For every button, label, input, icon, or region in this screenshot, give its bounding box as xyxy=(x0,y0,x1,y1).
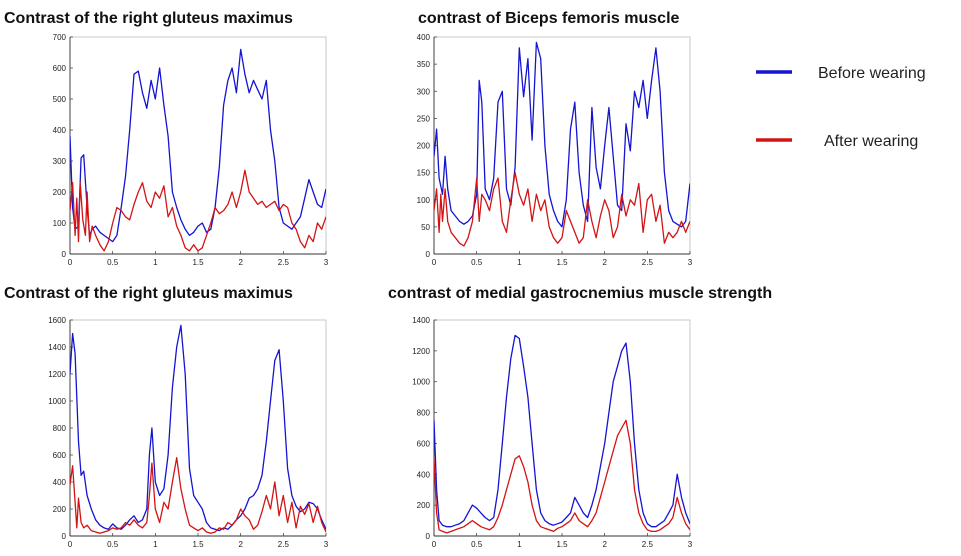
y-tick-label: 200 xyxy=(417,142,431,151)
x-tick-label: 2.5 xyxy=(642,540,654,549)
y-tick-label: 0 xyxy=(62,532,67,541)
chart-panel-3: 0 200 400 600 800 1000 1200 1400 1600 0 0.5 1 1.5 2 2.… xyxy=(48,316,329,549)
x-tick-label: 0 xyxy=(68,540,73,549)
x-tick-label: 1.5 xyxy=(192,258,204,267)
legend-before-label: Before wearing xyxy=(818,65,926,82)
y-tick-label: 600 xyxy=(53,451,67,460)
x-tick-label: 3 xyxy=(324,258,329,267)
chart-panel-2: 0 50 100 150 200 250 300 350 400 0 0.5 1 1.5 2 2.5 3 xyxy=(417,33,693,267)
x-tick-label: 1 xyxy=(153,540,158,549)
x-tick-label: 0 xyxy=(68,258,73,267)
y-tick-label: 150 xyxy=(417,169,431,178)
x-tick-label: 1.5 xyxy=(192,540,204,549)
x-tick-label: 0.5 xyxy=(107,540,119,549)
plot-frame xyxy=(69,36,327,255)
series-after-wearing-line xyxy=(434,419,690,534)
x-tick-label: 2.5 xyxy=(278,540,290,549)
series-before-wearing-line xyxy=(434,41,690,228)
x-tick-label: 1.5 xyxy=(556,540,568,549)
y-tick-label: 1600 xyxy=(48,316,66,325)
series-before-wearing-line xyxy=(434,334,690,528)
y-tick-label: 200 xyxy=(417,501,431,510)
y-tick-label: 1400 xyxy=(48,343,66,352)
y-tick-label: 800 xyxy=(417,409,431,418)
series-after-wearing-line xyxy=(70,457,326,534)
x-tick-label: 3 xyxy=(324,540,329,549)
panel-1-title: Contrast of the right gluteus maximus xyxy=(4,10,293,27)
y-tick-label: 350 xyxy=(417,60,431,69)
x-tick-label: 1 xyxy=(153,258,158,267)
y-tick-label: 50 xyxy=(421,223,430,232)
plot-frame xyxy=(69,319,327,537)
panel-4-title: contrast of medial gastrocnemius muscle … xyxy=(388,285,772,302)
y-tick-label: 400 xyxy=(417,470,431,479)
y-tick-label: 0 xyxy=(426,250,431,259)
y-tick-label: 300 xyxy=(53,157,67,166)
x-tick-label: 0 xyxy=(432,258,437,267)
series-after-wearing-line xyxy=(434,171,690,247)
y-tick-label: 700 xyxy=(53,33,67,42)
x-tick-label: 0.5 xyxy=(107,258,119,267)
y-tick-label: 0 xyxy=(62,250,67,259)
y-tick-label: 100 xyxy=(53,219,67,228)
legend-after-label: After wearing xyxy=(824,133,918,150)
y-tick-label: 400 xyxy=(417,33,431,42)
x-tick-label: 2.5 xyxy=(642,258,654,267)
x-tick-label: 3 xyxy=(688,540,693,549)
series-before-wearing-line xyxy=(70,48,326,243)
x-tick-label: 3 xyxy=(688,258,693,267)
panel-2-title: contrast of Biceps femoris muscle xyxy=(418,10,680,27)
y-tick-label: 1000 xyxy=(412,378,430,387)
chart-panel-4: 0 200 400 600 800 1000 1200 1400 0 0.5 1 1.5 2 2.5 3 xyxy=(412,316,693,549)
y-tick-label: 1400 xyxy=(412,316,430,325)
plot-frame xyxy=(433,319,691,537)
y-tick-label: 1200 xyxy=(48,370,66,379)
y-tick-label: 250 xyxy=(417,114,431,123)
series-after-wearing-line xyxy=(70,169,326,252)
x-tick-label: 2 xyxy=(602,540,607,549)
y-tick-label: 800 xyxy=(53,424,67,433)
y-tick-label: 600 xyxy=(53,64,67,73)
y-tick-label: 0 xyxy=(426,532,431,541)
x-tick-label: 2 xyxy=(238,258,243,267)
x-tick-label: 1.5 xyxy=(556,258,568,267)
x-tick-label: 2 xyxy=(602,258,607,267)
plot-frame xyxy=(433,36,691,255)
y-tick-label: 300 xyxy=(417,87,431,96)
x-tick-label: 2 xyxy=(238,540,243,549)
y-tick-label: 200 xyxy=(53,188,67,197)
x-tick-label: 0.5 xyxy=(471,258,483,267)
x-tick-label: 1 xyxy=(517,258,522,267)
chart-panel-1: 0 100 200 300 400 500 600 700 0 0.5 1 1.5 2 2.5 3 xyxy=(53,33,329,267)
y-tick-label: 600 xyxy=(417,439,431,448)
y-tick-label: 400 xyxy=(53,126,67,135)
panel-3-title: Contrast of the right gluteus maximus xyxy=(4,285,293,302)
y-tick-label: 200 xyxy=(53,505,67,514)
y-tick-label: 400 xyxy=(53,478,67,487)
legend: Before wearing After wearing xyxy=(756,65,926,150)
y-tick-label: 100 xyxy=(417,196,431,205)
y-tick-label: 1000 xyxy=(48,397,66,406)
x-tick-label: 0 xyxy=(432,540,437,549)
x-tick-label: 0.5 xyxy=(471,540,483,549)
y-tick-label: 1200 xyxy=(412,347,430,356)
x-tick-label: 1 xyxy=(517,540,522,549)
x-tick-label: 2.5 xyxy=(278,258,290,267)
y-tick-label: 500 xyxy=(53,95,67,104)
series-before-wearing-line xyxy=(70,324,326,532)
